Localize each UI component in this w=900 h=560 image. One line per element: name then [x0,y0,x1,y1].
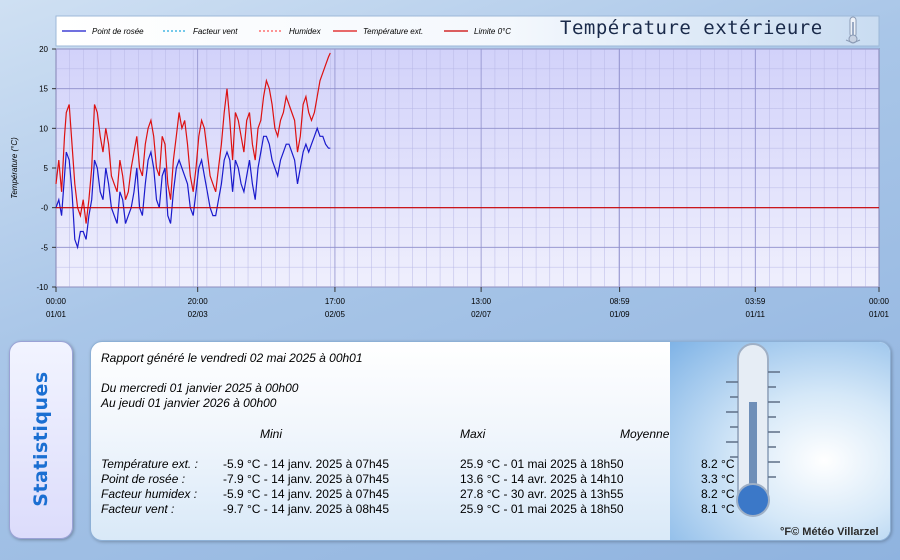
stats-background-sky [670,342,890,540]
period-from-text: Du mercredi 01 janvier 2025 à 00h00 [101,381,299,395]
legend-label: Facteur vent [193,27,238,36]
stats-row-moyenne: 3.3 °C [701,472,735,486]
period-to-text: Au jeudi 01 janvier 2026 à 00h00 [101,396,277,410]
stats-panel: Rapport généré le vendredi 02 mai 2025 à… [90,341,891,541]
grid [55,48,880,288]
stats-row-mini: -5.9 °C - 14 janv. 2025 à 07h45 [223,457,390,471]
x-tick-label-time: 17:00 [325,297,346,306]
series-point-de-ros-e [55,126,331,250]
y-tick-label: 5 [44,164,49,173]
y-tick-label: 10 [39,124,48,133]
legend-label: Limite 0°C [474,27,511,36]
x-tick-label-time: 03:59 [745,297,766,306]
chart-svg: Point de rosée Facteur vent Humidex Tempéra… [10,15,890,319]
legend-label: Point de rosée [92,27,144,36]
stats-row-maxi: 27.8 °C - 30 avr. 2025 à 13h55 [460,487,624,501]
stats-row-mini: -9.7 °C - 14 janv. 2025 à 08h45 [223,502,390,516]
stats-side-label: Statistiques [30,371,52,507]
stats-row-mini: -7.9 °C - 14 janv. 2025 à 07h45 [223,472,390,486]
stats-row-maxi: 25.9 °C - 01 mai 2025 à 18h50 [460,502,624,516]
y-axis: 20 15 10 5 -0 -5 -10 [36,45,56,292]
x-tick-label-date: 01/11 [746,310,766,319]
series-group [55,52,879,250]
x-tick-label-date: 02/05 [325,310,346,319]
x-tick-label-date: 01/01 [46,310,67,319]
x-tick-label-time: 13:00 [471,297,492,306]
column-header-moyenne: Moyenne [620,427,670,441]
column-header-maxi: Maxi [460,427,486,441]
stats-row-mini: -5.9 °C - 14 janv. 2025 à 07h45 [223,487,390,501]
x-tick-label-date: 01/01 [869,310,890,319]
x-tick-label-date: 02/03 [188,310,209,319]
thermometer-illustration-icon [726,343,780,517]
legend-label: Humidex [289,27,322,36]
x-tick-label-date: 01/09 [610,310,631,319]
y-tick-label: 15 [39,85,48,94]
x-tick-label-time: 00:00 [46,297,67,306]
x-tick-label-date: 02/07 [471,310,492,319]
stats-row-label: Point de rosée : [101,472,186,486]
x-tick-label-time: 00:00 [869,297,890,306]
x-tick-label-time: 08:59 [610,297,631,306]
legend: Point de rosée Facteur vent Humidex Tempéra… [62,27,511,36]
temperature-chart: Point de rosée Facteur vent Humidex Tempéra… [10,15,890,319]
x-axis: 00:00 01/01 20:00 02/03 17:00 02/05 13:00 02/07… [46,287,890,319]
y-tick-label: 20 [39,45,48,54]
stats-row-maxi: 25.9 °C - 01 mai 2025 à 18h50 [460,457,624,471]
x-tick-label-time: 20:00 [188,297,209,306]
legend-label: Température ext. [363,27,423,36]
thermometer-icon [845,16,861,44]
credit-text: °F© Météo Villarzel [780,526,879,538]
stats-row-label: Facteur vent : [101,502,175,516]
stats-side-tab: Statistiques [9,341,73,539]
y-tick-label: -10 [36,283,48,292]
stats-row-label: Température ext. : [101,457,198,471]
stats-row-moyenne: 8.2 °C [701,487,735,501]
stats-row-maxi: 13.6 °C - 14 avr. 2025 à 14h10 [460,472,624,486]
stats-row-label: Facteur humidex : [101,487,198,501]
stats-row-moyenne: 8.2 °C [701,457,735,471]
report-generated-text: Rapport généré le vendredi 02 mai 2025 à… [101,351,363,365]
series-temp-rature-ext [55,52,331,224]
y-tick-label: -0 [41,204,49,213]
stats-row-moyenne: 8.1 °C [701,502,735,516]
y-tick-label: -5 [41,243,49,252]
y-axis-label: Température (°C) [10,137,19,199]
column-header-mini: Mini [260,427,283,441]
chart-title: Température extérieure [560,17,823,39]
